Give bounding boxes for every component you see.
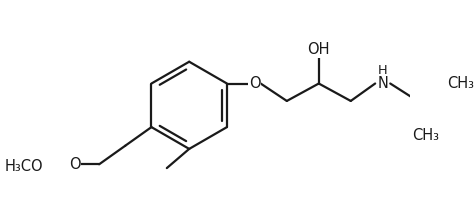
Text: H₃CO: H₃CO (4, 159, 43, 174)
Text: O: O (249, 76, 261, 91)
Text: CH₃: CH₃ (447, 76, 474, 91)
Text: H: H (377, 64, 387, 77)
Text: O: O (69, 157, 81, 172)
Text: N: N (377, 76, 388, 91)
Text: CH₃: CH₃ (411, 128, 438, 143)
Text: OH: OH (308, 42, 330, 57)
